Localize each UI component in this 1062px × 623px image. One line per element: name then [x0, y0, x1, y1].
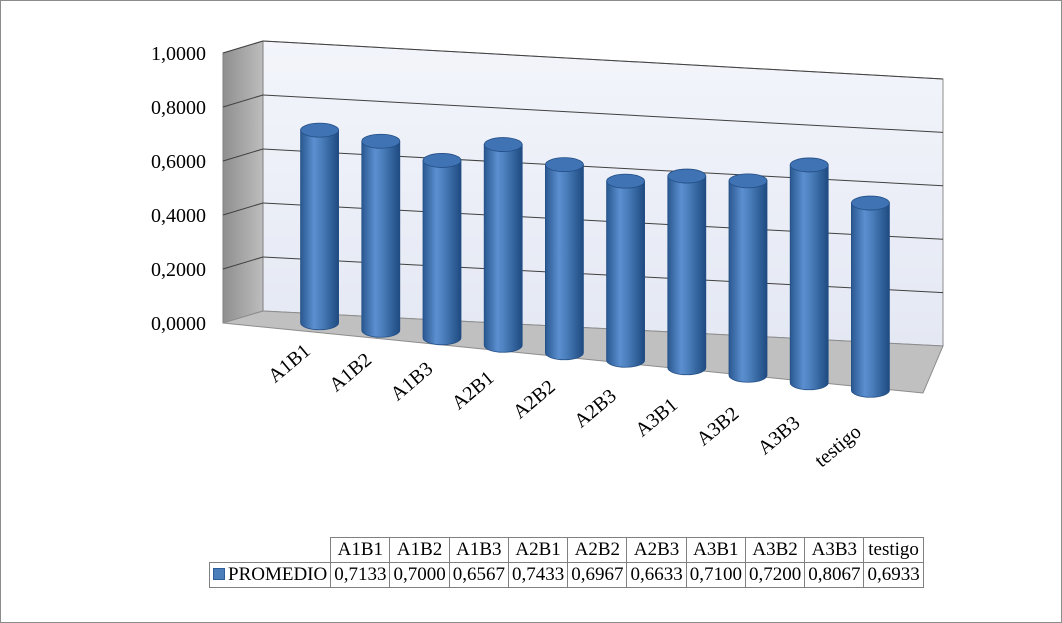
table-value-cell: 0,6567	[448, 562, 509, 588]
x-tick-label: testigo	[811, 421, 866, 472]
bars	[300, 122, 890, 398]
y-tick-label: 0,6000	[151, 151, 206, 173]
bar-top	[789, 157, 829, 173]
bar-top	[606, 173, 645, 189]
table-header-cell: A2B2	[567, 537, 628, 563]
bar-top	[728, 173, 768, 189]
bar-body	[361, 140, 401, 338]
x-tick-label: A1B2	[325, 349, 376, 397]
data-table: A1B1 A1B2 A1B3 A2B1 A2B2 A2B3 A3B1 A3B2 …	[208, 537, 924, 588]
bar-top	[361, 133, 401, 149]
bar	[545, 157, 584, 361]
table-data-row: PROMEDIO 0,7133 0,7000 0,6567 0,7433 0,6…	[208, 562, 924, 588]
bar	[667, 168, 707, 376]
table-value-cell: 0,7433	[507, 562, 569, 588]
table-header-cell: testigo	[863, 537, 924, 563]
bar-top	[851, 195, 890, 211]
gridline	[262, 94, 944, 133]
bar-top	[300, 122, 340, 138]
table-header-cell: A2B1	[507, 537, 569, 563]
bar-body	[422, 160, 462, 346]
y-tick-label: 0,4000	[151, 205, 206, 227]
bar	[422, 153, 462, 346]
table-header-cell: A1B1	[330, 537, 391, 563]
table-value-cell: 0,7133	[330, 562, 391, 588]
gridlines	[222, 40, 944, 294]
table-header-cell: A1B2	[389, 537, 450, 563]
y-tick-label: 1,0000	[151, 43, 206, 65]
x-tick-label: A3B2	[692, 403, 743, 451]
table-value-cell: 0,7100	[685, 562, 746, 588]
table-header-cell: A1B3	[448, 537, 509, 563]
bar-body	[789, 164, 829, 391]
table-value-cell: 0,6967	[567, 562, 628, 588]
table-header-row: A1B1 A1B2 A1B3 A2B1 A2B2 A2B3 A3B1 A3B2 …	[209, 537, 924, 563]
table-header-cell: A3B1	[685, 537, 746, 563]
legend-cell: PROMEDIO	[208, 562, 332, 588]
bar-body	[300, 129, 339, 331]
gridline-side	[222, 202, 264, 216]
bar	[483, 137, 523, 353]
bar-body	[606, 180, 645, 368]
bar	[728, 173, 768, 383]
table-value-cell: 0,6933	[863, 562, 924, 588]
gridline-side	[222, 148, 264, 162]
bar-body	[483, 144, 523, 353]
bar-top	[422, 153, 462, 168]
gridline-side	[222, 94, 264, 108]
table-header-cell: A3B2	[744, 537, 806, 563]
table-value-cell: 0,7000	[389, 562, 450, 588]
bar	[789, 157, 829, 391]
x-tick-label: A2B1	[448, 367, 499, 415]
y-axis-ticks: 0,0000 0,2000 0,4000 0,6000 0,8000 1,0000	[151, 43, 206, 335]
table-corner-cell	[209, 537, 332, 563]
bar-body	[851, 202, 890, 398]
gridline-side	[222, 256, 264, 270]
gridline-side	[222, 40, 264, 54]
bar	[300, 122, 340, 331]
x-tick-label: A1B1	[264, 340, 315, 388]
bar-body	[545, 164, 584, 361]
x-tick-label: A1B3	[386, 358, 437, 406]
x-tick-label: A3B3	[754, 412, 805, 460]
table-header-cell: A2B3	[626, 537, 687, 563]
table-value-cell: 0,6633	[626, 562, 687, 588]
x-tick-label: A3B1	[631, 394, 682, 442]
series-name: PROMEDIO	[228, 564, 328, 585]
legend-key-icon	[213, 568, 225, 580]
bar-top	[545, 157, 584, 173]
table-header-cell: A3B3	[804, 537, 865, 563]
bar	[361, 133, 401, 338]
gridline	[262, 40, 944, 80]
bar-body	[728, 180, 768, 383]
y-tick-label: 0,2000	[151, 259, 206, 281]
bar-top	[667, 168, 707, 184]
bar	[606, 173, 645, 368]
x-tick-label: A2B3	[570, 385, 621, 433]
y-tick-label: 0,0000	[151, 313, 206, 335]
x-tick-label: A2B2	[509, 376, 560, 424]
bar-top	[483, 137, 523, 152]
side-wall	[222, 40, 264, 324]
bar-body	[667, 175, 707, 376]
table-value-cell: 0,8067	[804, 562, 865, 588]
y-tick-label: 0,8000	[151, 97, 206, 119]
table-value-cell: 0,7200	[744, 562, 806, 588]
bar	[851, 195, 890, 398]
